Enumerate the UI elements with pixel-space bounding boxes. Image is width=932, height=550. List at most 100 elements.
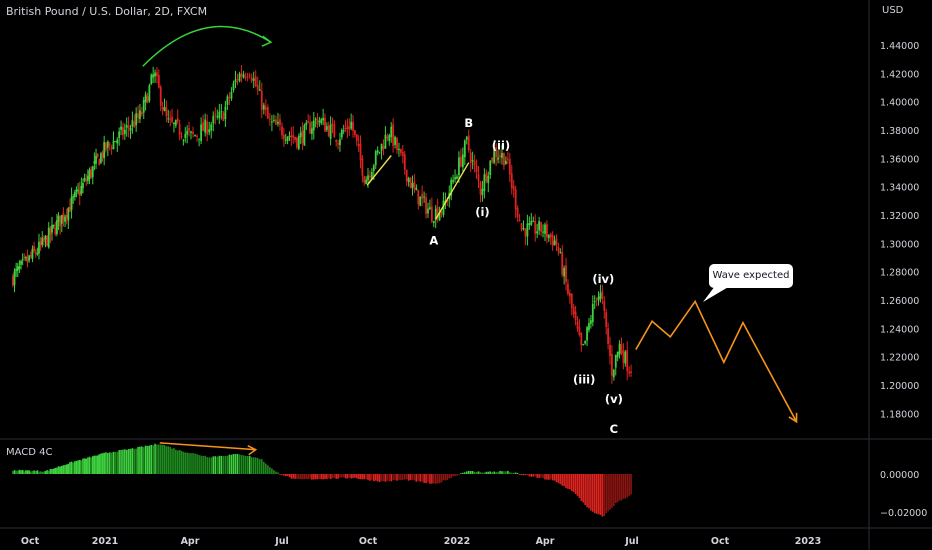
candle-body bbox=[346, 125, 349, 130]
candle-body bbox=[60, 215, 63, 224]
candle-body bbox=[348, 126, 351, 130]
macd-bar bbox=[192, 453, 194, 474]
macd-bar bbox=[503, 471, 505, 474]
candle-body bbox=[258, 89, 261, 91]
macd-bar bbox=[489, 471, 492, 474]
candle-body bbox=[628, 371, 631, 374]
candle-body bbox=[108, 143, 111, 145]
candle-body bbox=[340, 129, 343, 138]
macd-bar bbox=[613, 474, 615, 507]
macd-bar bbox=[335, 474, 338, 479]
macd-bar bbox=[394, 474, 396, 481]
macd-bar bbox=[574, 474, 577, 495]
candle-body bbox=[430, 206, 433, 222]
macd-bar bbox=[458, 474, 460, 475]
candle-body bbox=[611, 354, 613, 376]
macd-bar bbox=[204, 455, 206, 474]
candle-body bbox=[142, 99, 145, 113]
candle-body bbox=[591, 303, 594, 323]
candle-body bbox=[388, 135, 391, 141]
candle-body bbox=[23, 256, 26, 258]
candle-body bbox=[609, 344, 611, 356]
macd-bar bbox=[135, 448, 137, 474]
candle-body bbox=[593, 301, 596, 303]
candle-body bbox=[129, 127, 132, 131]
candle-body bbox=[378, 151, 381, 153]
macd-bar bbox=[518, 474, 521, 475]
candle-body bbox=[41, 237, 44, 246]
wave-label: C bbox=[610, 422, 618, 436]
candle-body bbox=[320, 119, 323, 124]
macd-bar bbox=[277, 472, 279, 474]
macd-bar bbox=[369, 474, 371, 481]
candle-body bbox=[54, 227, 57, 235]
macd-divergence-line bbox=[159, 442, 256, 451]
macd-bar bbox=[178, 449, 181, 474]
macd-bar bbox=[307, 474, 309, 480]
wave-label: (iv) bbox=[592, 272, 614, 286]
macd-bar bbox=[483, 472, 486, 474]
candle-body bbox=[601, 291, 604, 299]
candle-body bbox=[630, 371, 632, 374]
candle-body bbox=[159, 86, 162, 106]
macd-bar bbox=[273, 470, 275, 474]
macd-bar bbox=[118, 450, 120, 474]
candle-body bbox=[361, 158, 364, 176]
candle-body bbox=[218, 111, 221, 119]
macd-bar bbox=[165, 446, 168, 474]
candle-body bbox=[114, 141, 117, 143]
macd-bar bbox=[62, 465, 65, 474]
candle-body bbox=[11, 276, 14, 286]
candle-body bbox=[46, 236, 49, 246]
macd-bar bbox=[561, 474, 564, 486]
candle-body bbox=[438, 212, 441, 221]
macd-tick-label: −0.02000 bbox=[880, 508, 927, 519]
macd-bar bbox=[169, 446, 171, 474]
macd-bar bbox=[279, 474, 281, 475]
macd-bar bbox=[440, 474, 443, 483]
candle-body bbox=[626, 350, 629, 372]
candle-body bbox=[557, 247, 560, 252]
macd-bar bbox=[392, 474, 394, 481]
macd-bar bbox=[570, 474, 573, 492]
macd-bar bbox=[534, 474, 537, 477]
candle-body bbox=[292, 135, 295, 138]
macd-bar bbox=[299, 474, 302, 480]
macd-bar bbox=[532, 474, 535, 477]
candle-body bbox=[180, 136, 183, 138]
candle-body bbox=[565, 265, 567, 283]
candle-body bbox=[301, 130, 304, 144]
macd-bar bbox=[232, 453, 235, 474]
macd-bar bbox=[569, 474, 571, 490]
macd-bar bbox=[95, 455, 97, 474]
candle-body bbox=[503, 152, 505, 166]
macd-bar bbox=[175, 449, 177, 474]
candle-body bbox=[485, 173, 488, 182]
candle-body bbox=[52, 224, 55, 227]
candle-body bbox=[536, 231, 539, 234]
macd-bar bbox=[592, 474, 594, 512]
candle-body bbox=[305, 122, 308, 126]
macd-bar bbox=[188, 452, 190, 474]
candle-body bbox=[473, 160, 476, 166]
macd-bar bbox=[357, 474, 360, 479]
candle-body bbox=[530, 220, 533, 225]
macd-bar bbox=[549, 474, 552, 480]
candle-body bbox=[236, 78, 239, 80]
candle-body bbox=[167, 118, 170, 120]
macd-bar bbox=[590, 474, 592, 511]
candle-body bbox=[268, 118, 271, 120]
candle-body bbox=[95, 155, 97, 164]
candle-body bbox=[90, 169, 93, 177]
macd-bar bbox=[281, 474, 283, 475]
x-tick-label: Apr bbox=[181, 536, 200, 547]
macd-bar bbox=[538, 474, 540, 479]
macd-bar bbox=[290, 474, 293, 479]
macd-bar bbox=[67, 463, 70, 474]
macd-bar bbox=[303, 474, 306, 480]
macd-bar bbox=[240, 454, 243, 474]
macd-bar bbox=[90, 457, 92, 474]
candle-body bbox=[34, 252, 37, 254]
candle-body bbox=[342, 130, 345, 132]
macd-bar bbox=[230, 454, 233, 474]
